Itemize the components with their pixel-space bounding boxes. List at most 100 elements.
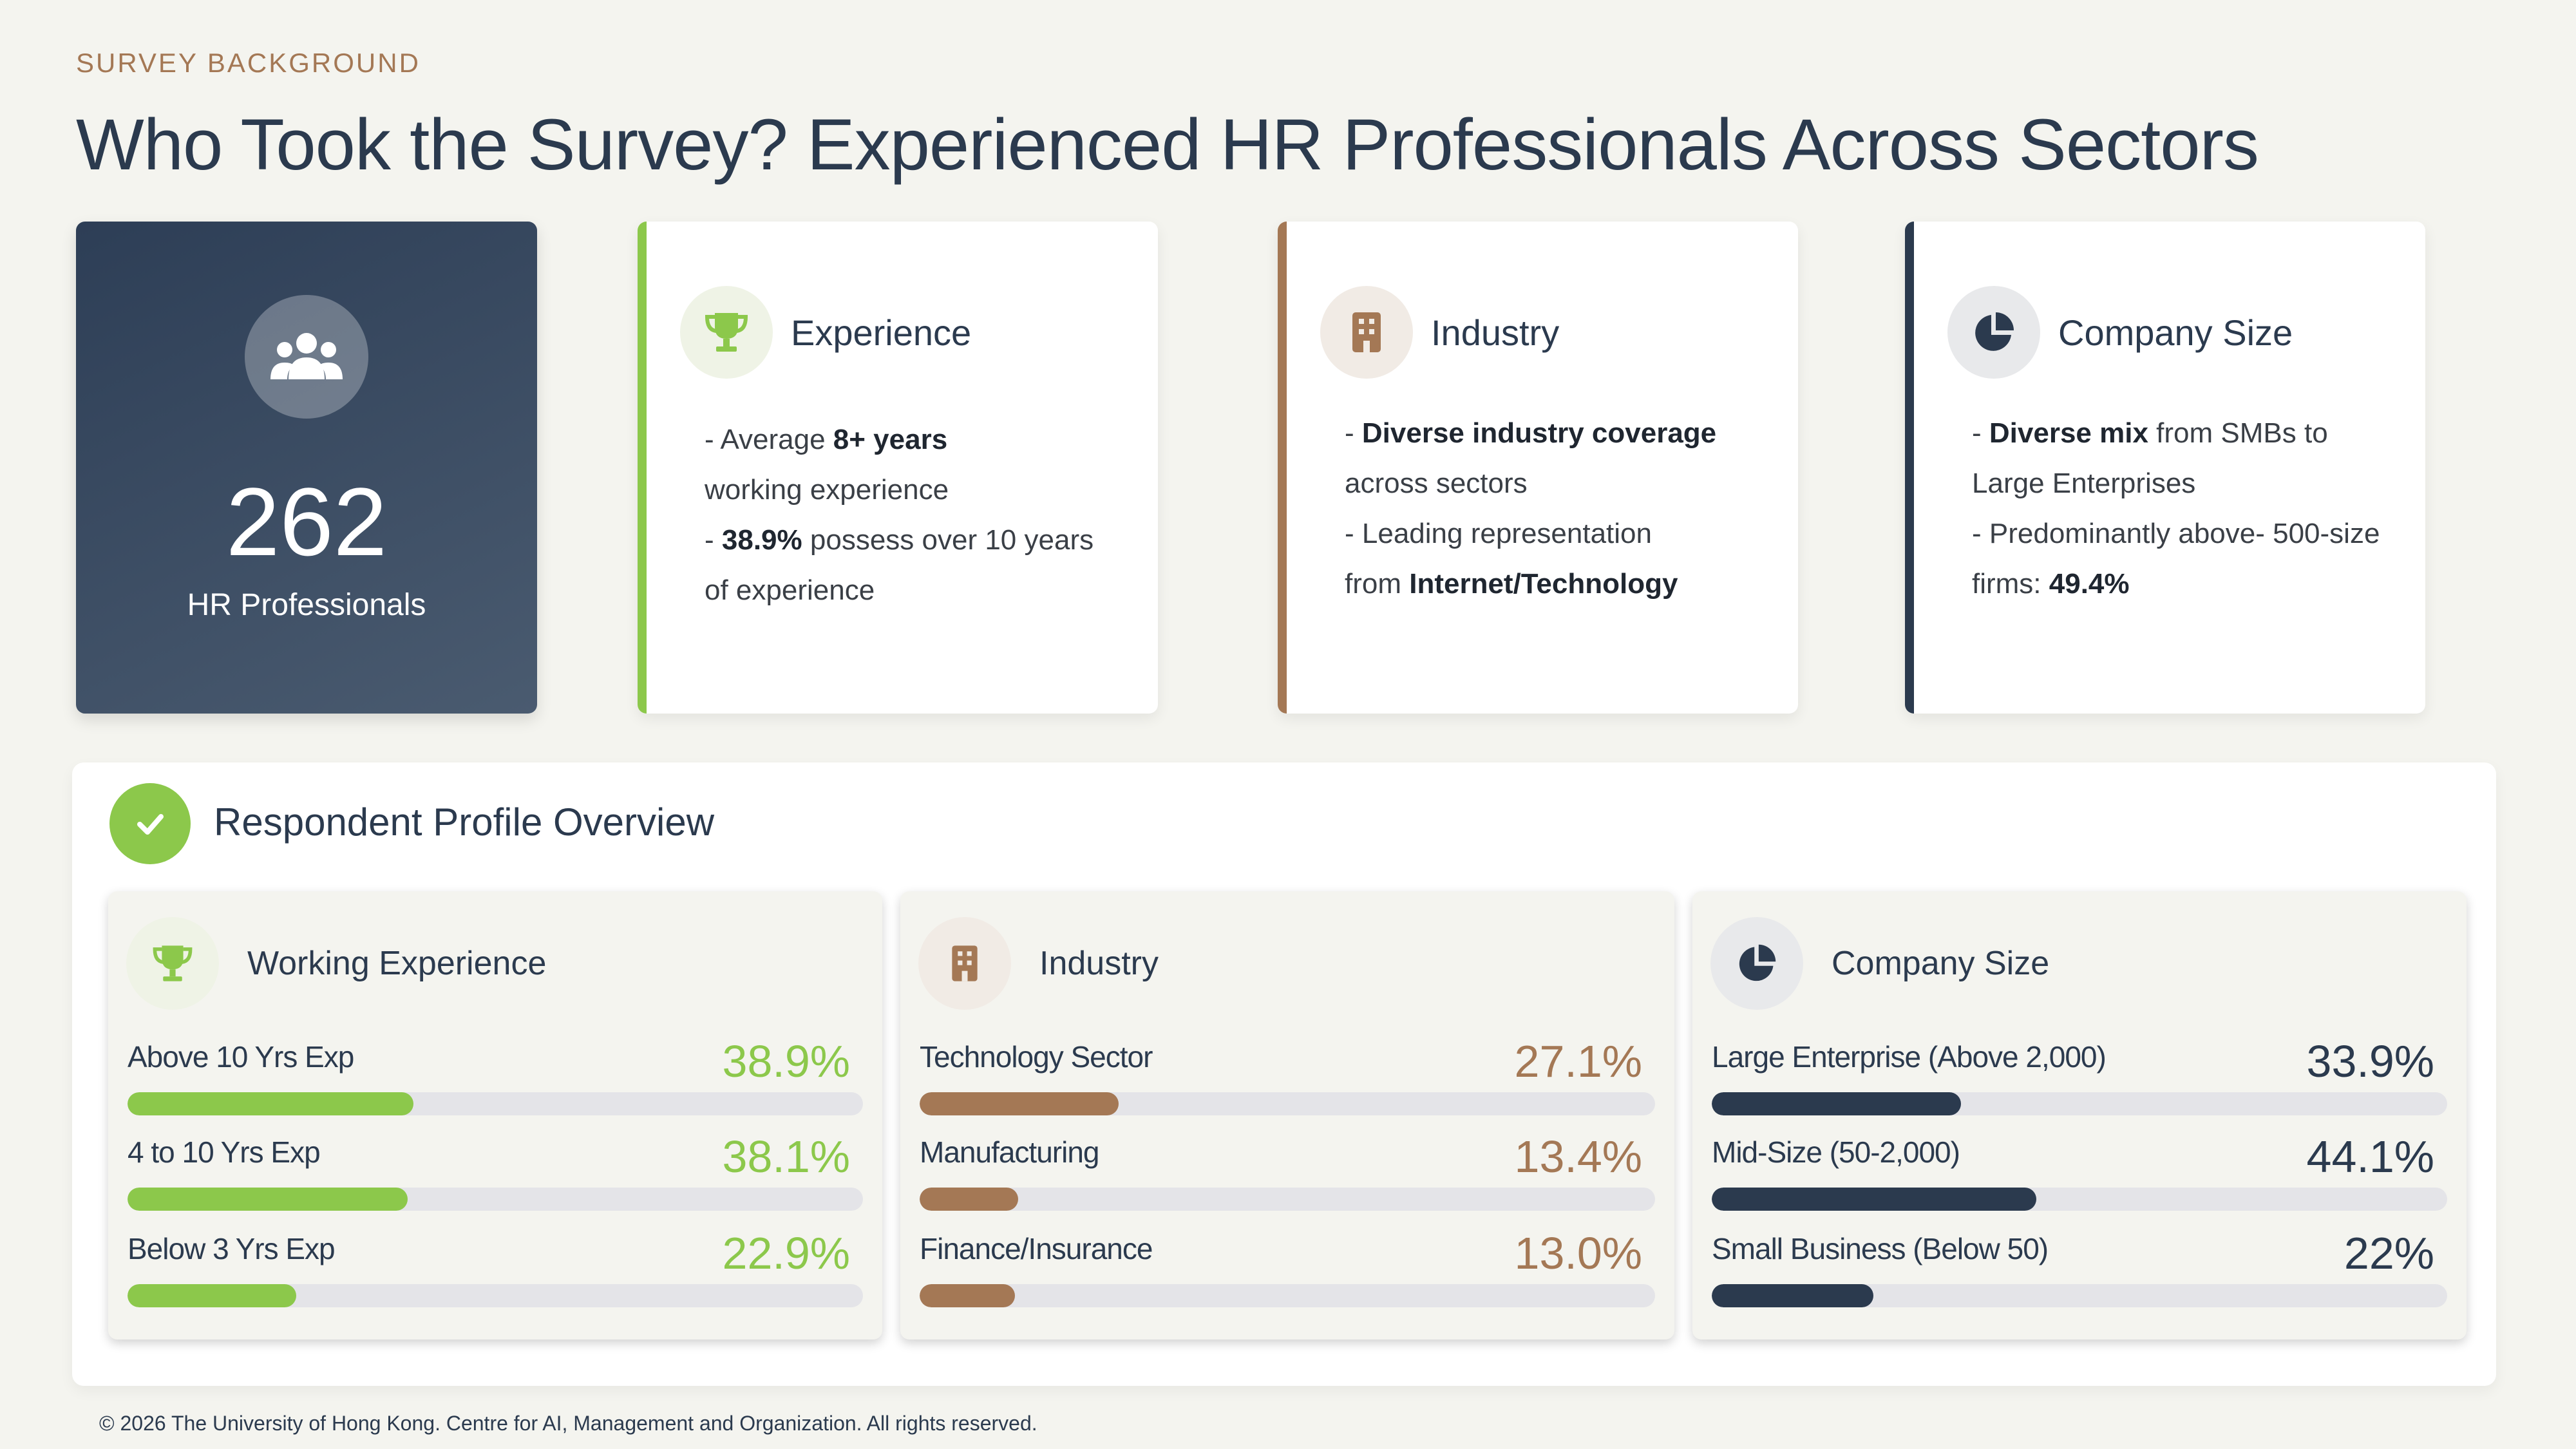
progress-fill (1712, 1092, 1962, 1115)
progress-fill (128, 1284, 296, 1307)
progress-fill (920, 1092, 1119, 1115)
industry-text: - (1345, 417, 1362, 449)
metric-label: Above 10 Yrs Exp (128, 1040, 354, 1074)
metric-row: 4 to 10 Yrs Exp 38.1% (128, 1132, 863, 1218)
progress-fill (128, 1188, 408, 1211)
progress-fill (1712, 1188, 2036, 1211)
industry-card: Industry - Diverse industry coverage acr… (1278, 222, 1798, 714)
metric-label: Mid-Size (50-2,000) (1712, 1135, 1960, 1169)
industry-card-body: - Diverse industry coverage across secto… (1345, 408, 1759, 609)
building-icon (1320, 286, 1413, 379)
panel-title: Working Experience (247, 945, 547, 982)
metric-value: 13.0% (1514, 1228, 1642, 1278)
progress-track (128, 1188, 863, 1211)
industry-text: - Leading representation (1345, 518, 1652, 549)
company-size-text: Large Enterprises (1972, 468, 2196, 499)
company-size-card: Company Size - Diverse mix from SMBs to … (1905, 222, 2425, 714)
metric-row: Technology Sector 27.1% (920, 1036, 1655, 1123)
company-size-highlight: Diverse mix (1989, 417, 2148, 449)
company-size-highlight: 49.4% (2049, 568, 2130, 600)
copyright-footer: © 2026 The University of Hong Kong. Cent… (99, 1412, 1037, 1435)
progress-track (920, 1188, 1655, 1211)
trophy-icon (680, 286, 773, 379)
industry-text: across sectors (1345, 468, 1528, 499)
building-icon (918, 917, 1011, 1010)
users-group-icon (245, 295, 368, 419)
progress-fill (128, 1092, 414, 1115)
experience-text: working experience (705, 474, 949, 506)
progress-track (128, 1092, 863, 1115)
company-size-card-body: - Diverse mix from SMBs to Large Enterpr… (1972, 408, 2387, 609)
metric-label: Manufacturing (920, 1135, 1099, 1169)
working-experience-panel: Working Experience Above 10 Yrs Exp 38.9… (108, 891, 882, 1340)
experience-text: possess over 10 years (802, 524, 1094, 556)
industry-highlight: Internet/Technology (1409, 568, 1678, 600)
panel-header: Industry (918, 917, 1159, 1010)
industry-card-header: Industry (1320, 286, 1559, 379)
experience-card: Experience - Average 8+ years working ex… (638, 222, 1158, 714)
metric-row: Large Enterprise (Above 2,000) 33.9% (1712, 1036, 2447, 1123)
company-size-text: - Predominantly above- 500-size (1972, 518, 2380, 549)
panel-header: Working Experience (126, 917, 546, 1010)
metric-value: 38.1% (722, 1132, 850, 1182)
progress-fill (920, 1284, 1016, 1307)
metric-value: 27.1% (1514, 1036, 1642, 1086)
experience-card-title: Experience (791, 312, 972, 353)
pie-chart-icon (1947, 286, 2040, 379)
panel-title: Company Size (1832, 945, 2050, 982)
progress-track (920, 1092, 1655, 1115)
experience-text: of experience (705, 574, 875, 606)
progress-track (128, 1284, 863, 1307)
check-icon (109, 783, 191, 864)
metric-label: Below 3 Yrs Exp (128, 1232, 336, 1265)
metric-label: Technology Sector (920, 1040, 1153, 1074)
industry-highlight: Diverse industry coverage (1361, 417, 1717, 449)
trophy-icon (126, 917, 219, 1010)
metric-value: 33.9% (2306, 1036, 2434, 1086)
respondent-count-card: 262 HR Professionals (76, 222, 537, 714)
metric-row: Manufacturing 13.4% (920, 1132, 1655, 1218)
metric-value: 22.9% (722, 1228, 850, 1278)
experience-card-body: - Average 8+ years working experience - … (705, 415, 1119, 616)
metric-label: Small Business (Below 50) (1712, 1232, 2049, 1265)
metric-value: 13.4% (1514, 1132, 1642, 1182)
progress-fill (1712, 1284, 1874, 1307)
metric-row: Below 3 Yrs Exp 22.9% (128, 1228, 863, 1315)
company-size-card-header: Company Size (1947, 286, 2293, 379)
experience-highlight: 8+ years (833, 424, 948, 455)
metric-value: 44.1% (2306, 1132, 2434, 1182)
pie-chart-icon (1710, 917, 1803, 1010)
metric-label: 4 to 10 Yrs Exp (128, 1135, 321, 1169)
metric-row: Small Business (Below 50) 22% (1712, 1228, 2447, 1315)
metric-row: Mid-Size (50-2,000) 44.1% (1712, 1132, 2447, 1218)
respondent-count-label: HR Professionals (187, 588, 426, 622)
metric-label: Large Enterprise (Above 2,000) (1712, 1040, 2107, 1074)
progress-track (1712, 1092, 2447, 1115)
experience-text: - Average (705, 424, 833, 455)
company-size-card-title: Company Size (2058, 312, 2293, 353)
company-size-text: - (1972, 417, 1989, 449)
progress-fill (920, 1188, 1019, 1211)
experience-text: - (705, 524, 722, 556)
respondent-count: 262 (225, 468, 388, 576)
industry-card-title: Industry (1431, 312, 1560, 353)
metric-label: Finance/Insurance (920, 1232, 1153, 1265)
panel-header: Company Size (1710, 917, 2049, 1010)
company-size-panel: Company Size Large Enterprise (Above 2,0… (1692, 891, 2467, 1340)
metric-row: Finance/Insurance 13.0% (920, 1228, 1655, 1315)
metric-value: 22% (2344, 1228, 2434, 1278)
company-size-text: from SMBs to (2148, 417, 2328, 449)
progress-track (1712, 1284, 2447, 1307)
metric-value: 38.9% (722, 1036, 850, 1086)
experience-card-header: Experience (680, 286, 971, 379)
respondent-profile-overview: Respondent Profile Overview Working Expe… (72, 762, 2496, 1386)
section-eyebrow: SURVEY BACKGROUND (76, 48, 421, 78)
industry-panel: Industry Technology Sector 27.1% Manufac… (900, 891, 1674, 1340)
company-size-text: firms: (1972, 568, 2049, 600)
page-title: Who Took the Survey? Experienced HR Prof… (76, 104, 2259, 185)
panel-title: Industry (1039, 945, 1159, 982)
experience-highlight: 38.9% (721, 524, 802, 556)
industry-text: from (1345, 568, 1410, 600)
metric-row: Above 10 Yrs Exp 38.9% (128, 1036, 863, 1123)
progress-track (1712, 1188, 2447, 1211)
